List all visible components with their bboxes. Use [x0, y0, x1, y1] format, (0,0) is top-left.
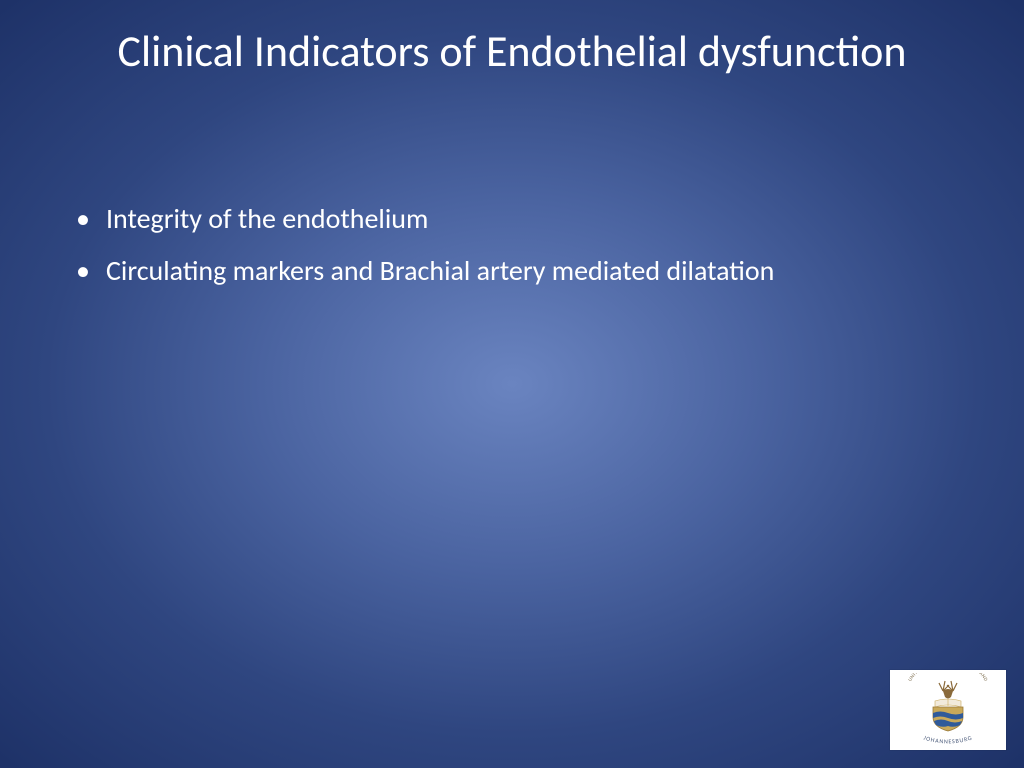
logo-bottom-text: JOHANNESBURG — [923, 733, 974, 745]
bullet-item: Circulating markers and Brachial artery … — [70, 252, 954, 290]
slide-body: Integrity of the endothelium Circulating… — [70, 200, 954, 304]
slide: Clinical Indicators of Endothelial dysfu… — [0, 0, 1024, 768]
svg-text:UNIVERSITY OF THE WITWATERSRAN: UNIVERSITY OF THE WITWATERSRAND — [907, 673, 989, 683]
logo-top-text: UNIVERSITY OF THE WITWATERSRAND — [907, 673, 989, 683]
wits-crest-icon: UNIVERSITY OF THE WITWATERSRAND JOHANNES… — [893, 673, 1003, 747]
bullet-list: Integrity of the endothelium Circulating… — [70, 200, 954, 290]
svg-text:JOHANNESBURG: JOHANNESBURG — [923, 733, 974, 745]
slide-title: Clinical Indicators of Endothelial dysfu… — [0, 24, 1024, 79]
bullet-item: Integrity of the endothelium — [70, 200, 954, 238]
university-logo: UNIVERSITY OF THE WITWATERSRAND JOHANNES… — [890, 670, 1006, 750]
